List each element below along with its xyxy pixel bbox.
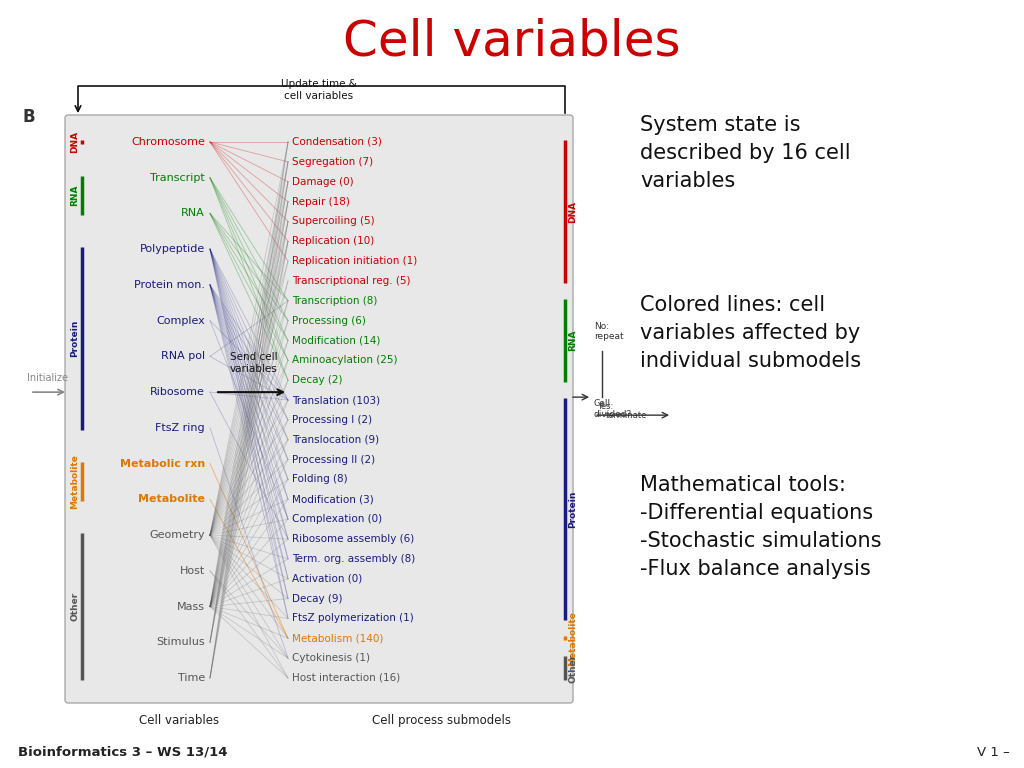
Text: Metabolite: Metabolite xyxy=(138,495,205,505)
Text: Decay (9): Decay (9) xyxy=(292,594,342,604)
Text: RNA: RNA xyxy=(568,329,577,351)
FancyBboxPatch shape xyxy=(65,115,573,703)
Text: Transcriptional reg. (5): Transcriptional reg. (5) xyxy=(292,276,411,286)
Text: Colored lines: cell
variables affected by
individual submodels: Colored lines: cell variables affected b… xyxy=(640,295,861,371)
Text: Metabolic rxn: Metabolic rxn xyxy=(120,458,205,468)
Text: Decay (2): Decay (2) xyxy=(292,376,342,386)
Text: Translocation (9): Translocation (9) xyxy=(292,435,379,445)
Text: Yes:: Yes: xyxy=(597,402,613,411)
Text: Replication (10): Replication (10) xyxy=(292,237,374,247)
Text: Host: Host xyxy=(180,566,205,576)
Text: System state is
described by 16 cell
variables: System state is described by 16 cell var… xyxy=(640,115,851,191)
Text: Ribosome: Ribosome xyxy=(151,387,205,397)
Text: DNA: DNA xyxy=(70,131,79,153)
Text: Transcription (8): Transcription (8) xyxy=(292,296,378,306)
Text: Processing I (2): Processing I (2) xyxy=(292,415,372,425)
Text: Modification (14): Modification (14) xyxy=(292,336,380,346)
Text: Protein: Protein xyxy=(70,319,79,357)
Text: Folding (8): Folding (8) xyxy=(292,475,347,485)
Text: Metabolism (140): Metabolism (140) xyxy=(292,634,383,644)
Text: Segregation (7): Segregation (7) xyxy=(292,157,373,167)
Text: FtsZ ring: FtsZ ring xyxy=(156,423,205,433)
Text: B: B xyxy=(22,108,35,126)
Text: Cell variables: Cell variables xyxy=(139,714,219,727)
Text: DNA: DNA xyxy=(568,200,577,223)
Text: Cell variables: Cell variables xyxy=(343,18,681,66)
Text: Mathematical tools:
-Differential equations
-Stochastic simulations
-Flux balanc: Mathematical tools: -Differential equati… xyxy=(640,475,882,579)
Text: FtsZ polymerization (1): FtsZ polymerization (1) xyxy=(292,614,414,624)
Text: Host interaction (16): Host interaction (16) xyxy=(292,673,400,683)
Text: Translation (103): Translation (103) xyxy=(292,395,380,405)
Text: terminate: terminate xyxy=(606,411,647,419)
Text: Cell
divided?: Cell divided? xyxy=(594,399,632,419)
Text: Aminoacylation (25): Aminoacylation (25) xyxy=(292,356,397,366)
Text: V 1 –: V 1 – xyxy=(977,746,1010,759)
Text: No:
repeat: No: repeat xyxy=(594,322,624,342)
Text: RNA: RNA xyxy=(181,208,205,218)
Text: Damage (0): Damage (0) xyxy=(292,177,353,187)
Text: Initialize: Initialize xyxy=(28,373,69,383)
Text: RNA pol: RNA pol xyxy=(161,352,205,362)
Text: Mass: Mass xyxy=(177,601,205,611)
Text: Time: Time xyxy=(178,673,205,683)
Text: Geometry: Geometry xyxy=(150,530,205,540)
Text: Send cell
variables: Send cell variables xyxy=(230,352,278,374)
Text: Other: Other xyxy=(568,654,577,683)
Text: Term. org. assembly (8): Term. org. assembly (8) xyxy=(292,554,416,564)
Text: Replication initiation (1): Replication initiation (1) xyxy=(292,256,417,266)
Text: Processing (6): Processing (6) xyxy=(292,316,366,326)
Text: Ribosome assembly (6): Ribosome assembly (6) xyxy=(292,534,415,544)
Text: Stimulus: Stimulus xyxy=(157,637,205,647)
Text: Transcript: Transcript xyxy=(151,173,205,183)
Text: Cytokinesis (1): Cytokinesis (1) xyxy=(292,653,370,663)
Text: Processing II (2): Processing II (2) xyxy=(292,455,375,465)
Text: Cell process submodels: Cell process submodels xyxy=(372,714,511,727)
Text: Polypeptide: Polypeptide xyxy=(139,244,205,254)
Text: Supercoiling (5): Supercoiling (5) xyxy=(292,217,375,227)
Text: Modification (3): Modification (3) xyxy=(292,495,374,505)
Text: RNA: RNA xyxy=(70,185,79,207)
Text: Bioinformatics 3 – WS 13/14: Bioinformatics 3 – WS 13/14 xyxy=(18,746,227,759)
Text: Other: Other xyxy=(70,592,79,621)
Text: Repair (18): Repair (18) xyxy=(292,197,350,207)
Text: Complexation (0): Complexation (0) xyxy=(292,515,382,525)
Text: Complex: Complex xyxy=(157,316,205,326)
Text: Condensation (3): Condensation (3) xyxy=(292,137,382,147)
Text: Update time &
cell variables: Update time & cell variables xyxy=(281,79,357,101)
Text: Metabolite: Metabolite xyxy=(568,611,577,666)
Text: Activation (0): Activation (0) xyxy=(292,574,362,584)
Text: Protein: Protein xyxy=(568,491,577,528)
Text: Protein mon.: Protein mon. xyxy=(134,280,205,290)
Text: Metabolite: Metabolite xyxy=(70,454,79,509)
Text: Chromosome: Chromosome xyxy=(131,137,205,147)
